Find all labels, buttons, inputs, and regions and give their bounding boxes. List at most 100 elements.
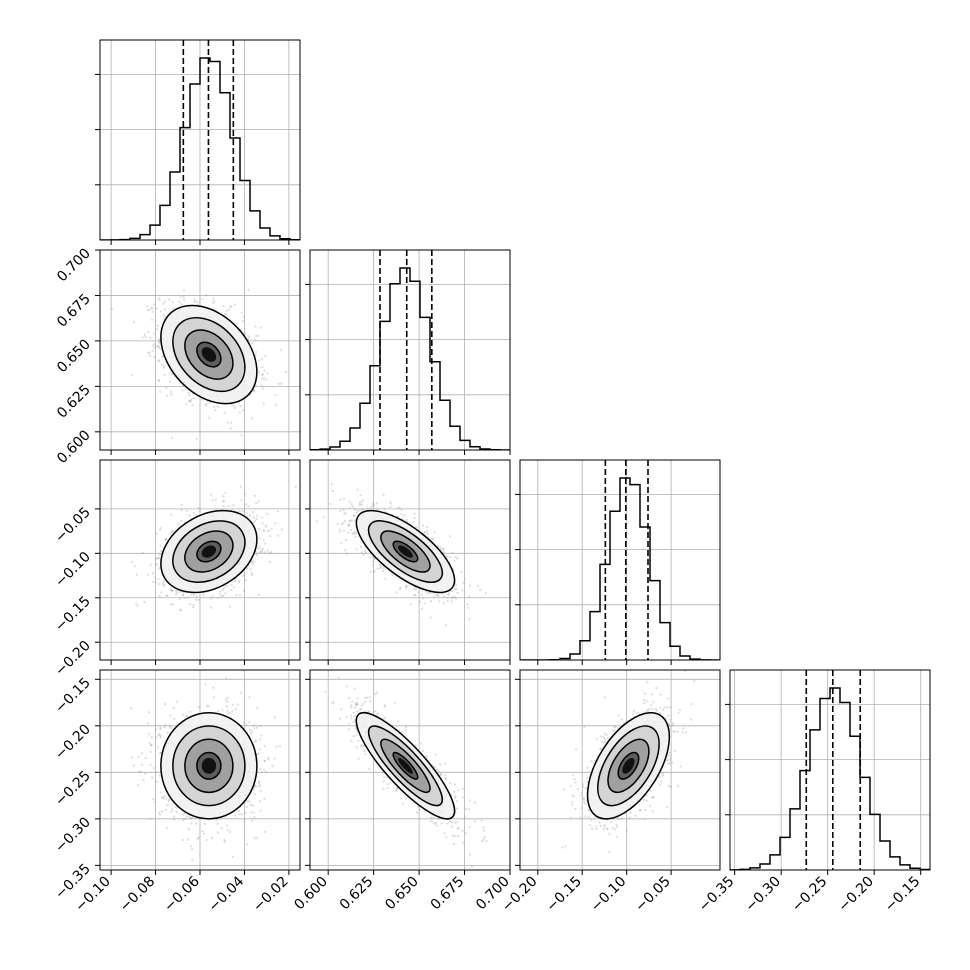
sample-point bbox=[389, 501, 392, 504]
sample-point bbox=[188, 399, 191, 403]
sample-point bbox=[231, 404, 234, 407]
contour-line-3 bbox=[160, 304, 258, 405]
sample-point bbox=[192, 603, 195, 607]
sample-point bbox=[158, 553, 161, 556]
sample-point bbox=[179, 608, 182, 612]
sample-point bbox=[182, 819, 185, 822]
sample-point bbox=[150, 318, 154, 321]
sample-point bbox=[155, 532, 158, 535]
sample-point bbox=[191, 404, 194, 407]
sample-point bbox=[366, 507, 369, 510]
sample-point bbox=[259, 551, 262, 554]
sample-point bbox=[363, 549, 366, 552]
sample-point bbox=[251, 342, 254, 345]
sample-point bbox=[339, 530, 342, 533]
sample-point bbox=[371, 504, 374, 508]
sample-point bbox=[160, 810, 163, 813]
sample-point bbox=[450, 600, 453, 603]
sample-point bbox=[148, 351, 151, 354]
sample-point bbox=[254, 339, 257, 342]
sample-point bbox=[252, 521, 255, 524]
sample-point bbox=[376, 507, 379, 510]
sample-point bbox=[258, 528, 261, 531]
sample-point bbox=[180, 509, 183, 512]
sample-point bbox=[328, 502, 332, 505]
sample-point bbox=[364, 551, 368, 554]
sample-point bbox=[171, 529, 174, 532]
sample-point bbox=[165, 538, 168, 541]
sample-point bbox=[133, 565, 136, 568]
sample-point bbox=[165, 594, 168, 597]
sample-point bbox=[360, 503, 363, 506]
sample-point bbox=[193, 397, 196, 400]
sample-point bbox=[238, 509, 241, 513]
sample-point bbox=[189, 603, 192, 606]
sample-point bbox=[456, 591, 459, 595]
sample-point bbox=[371, 502, 374, 505]
sample-point bbox=[251, 819, 254, 822]
sample-point bbox=[233, 406, 236, 410]
sample-point bbox=[170, 803, 173, 806]
sample-point bbox=[441, 548, 444, 551]
sample-point bbox=[158, 774, 161, 777]
sample-point bbox=[169, 714, 172, 717]
sample-point bbox=[181, 593, 184, 596]
sample-point bbox=[163, 373, 166, 376]
sample-point bbox=[467, 606, 470, 610]
sample-point bbox=[479, 588, 482, 592]
sample-point bbox=[193, 298, 196, 301]
sample-point bbox=[399, 586, 402, 589]
sample-point bbox=[382, 567, 385, 570]
sample-point bbox=[151, 349, 154, 352]
sample-point bbox=[418, 600, 422, 603]
sample-point bbox=[266, 513, 269, 516]
sample-point bbox=[159, 813, 162, 816]
sample-point bbox=[342, 521, 345, 525]
sample-point bbox=[353, 519, 356, 522]
sample-point bbox=[233, 404, 236, 407]
sample-point bbox=[413, 512, 416, 515]
sample-point bbox=[261, 387, 264, 390]
sample-point bbox=[267, 529, 270, 532]
y-tick-label: −0.10 bbox=[52, 549, 94, 591]
sample-point bbox=[344, 519, 347, 523]
sample-point bbox=[362, 553, 365, 556]
sample-point bbox=[359, 494, 362, 497]
sample-point bbox=[354, 509, 357, 512]
sample-point bbox=[235, 322, 238, 325]
sample-point bbox=[437, 594, 440, 598]
sample-point bbox=[170, 390, 173, 393]
sample-point bbox=[162, 584, 165, 587]
sample-point bbox=[340, 523, 343, 526]
sample-point bbox=[256, 726, 259, 729]
sample-point bbox=[269, 535, 272, 538]
sample-point bbox=[405, 584, 408, 588]
sample-point bbox=[174, 593, 177, 596]
sample-point bbox=[455, 588, 458, 591]
sample-point bbox=[154, 576, 157, 579]
sample-point bbox=[454, 596, 457, 599]
sample-point bbox=[222, 495, 225, 498]
sample-point bbox=[135, 573, 139, 576]
sample-point bbox=[185, 510, 188, 513]
sample-point bbox=[158, 594, 161, 598]
sample-point bbox=[256, 553, 259, 557]
sample-point bbox=[130, 374, 133, 377]
sample-point bbox=[162, 366, 165, 369]
sample-point bbox=[223, 412, 226, 415]
y-tick-label: −0.05 bbox=[52, 504, 94, 546]
sample-point bbox=[438, 600, 441, 603]
sample-point bbox=[248, 800, 251, 803]
sample-point bbox=[454, 556, 457, 559]
sample-point bbox=[225, 309, 228, 312]
sample-point bbox=[232, 586, 236, 589]
sample-point bbox=[420, 593, 423, 596]
sample-point bbox=[204, 294, 208, 297]
sample-point bbox=[158, 347, 161, 350]
sample-point bbox=[254, 325, 257, 328]
sample-point bbox=[165, 826, 169, 829]
sample-point bbox=[190, 593, 193, 596]
sample-point bbox=[229, 305, 232, 308]
sample-point bbox=[151, 572, 155, 575]
sample-point bbox=[351, 532, 354, 535]
